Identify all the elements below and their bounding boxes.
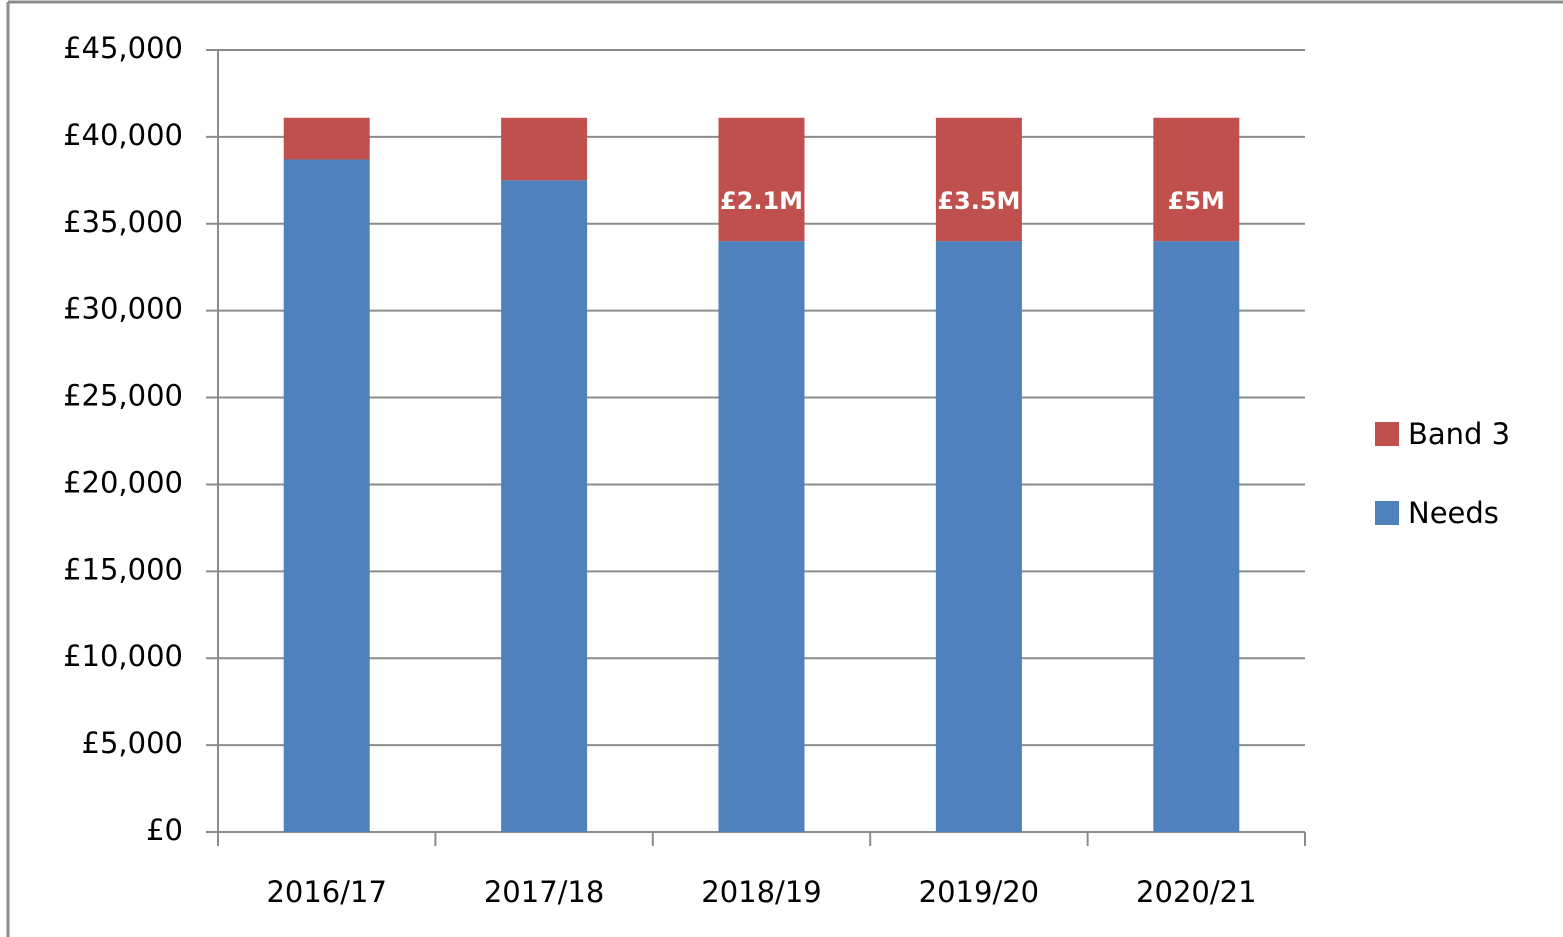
legend-swatch [1375,422,1399,446]
bar-segment [501,117,588,181]
y-tick-label: £5,000 [82,726,183,760]
bar-segment [283,117,370,160]
annotation: £5M [1168,187,1225,215]
bar-segment [1153,241,1240,833]
bar-segment [1153,117,1240,242]
x-tick-label: 2019/20 [919,875,1039,909]
x-tick-label: 2017/18 [484,875,604,909]
legend-label: Needs [1408,496,1499,530]
bar-segment [283,159,370,833]
y-tick-label: £25,000 [63,379,183,413]
x-tick-label: 2018/19 [701,875,821,909]
y-tick-label: £30,000 [63,292,183,326]
x-tick-label: 2016/17 [266,875,386,909]
y-tick-label: £40,000 [63,118,183,152]
annotation: £2.1M [720,187,803,215]
annotation: £3.5M [937,187,1020,215]
y-tick-label: £20,000 [63,465,183,499]
legend-label: Band 3 [1408,417,1510,451]
y-tick-label: £10,000 [63,639,183,673]
legend-swatch [1375,501,1399,525]
bar-segment [718,117,805,242]
y-tick-label: £45,000 [63,31,183,65]
bar-segment [501,180,588,833]
bar-segment [718,241,805,833]
bar-segment [935,117,1022,242]
y-tick-label: £0 [146,813,183,847]
bar-segment [935,241,1022,833]
x-tick-label: 2020/21 [1136,875,1256,909]
y-tick-label: £35,000 [63,205,183,239]
y-tick-label: £15,000 [63,552,183,586]
